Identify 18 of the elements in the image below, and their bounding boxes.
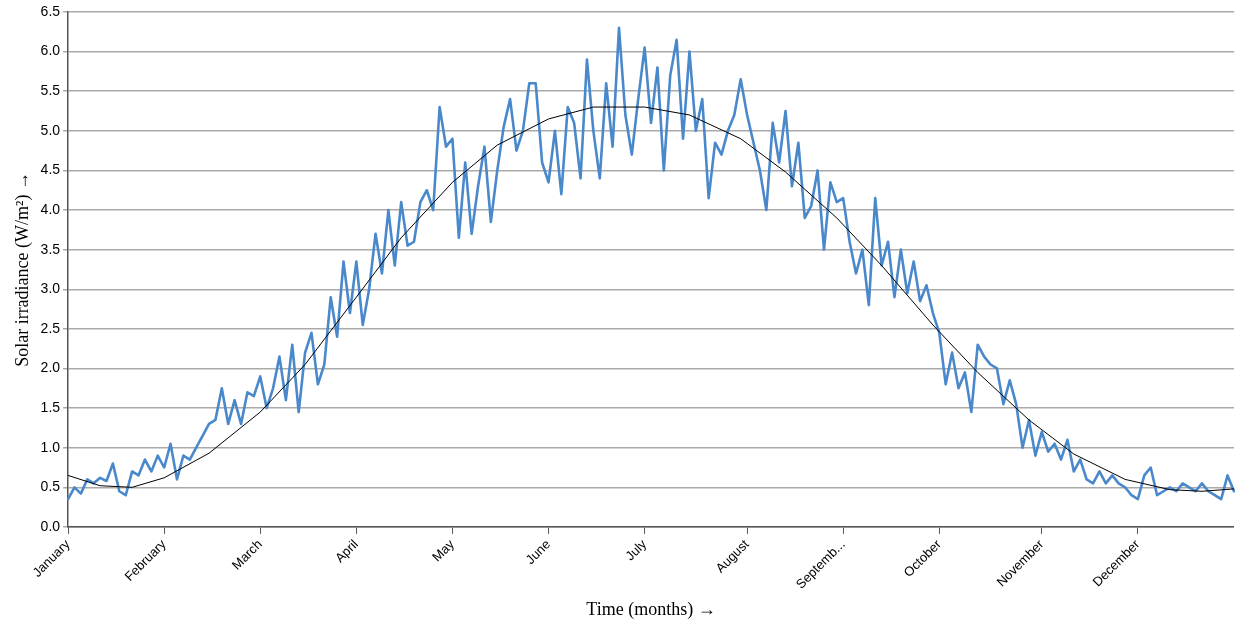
x-tick-label: May (429, 536, 458, 565)
x-axis-title: Time (months) → (586, 598, 716, 620)
y-tick-label: 2.5 (40, 319, 61, 336)
y-tick-label: 1.0 (40, 438, 61, 455)
y-tick-label: 4.5 (40, 161, 61, 178)
y-tick-label: 6.5 (40, 2, 61, 19)
y-tick-label: 0.5 (40, 478, 61, 495)
y-axis-title: Solar irradiance (W/m²) → (11, 172, 33, 367)
y-tick-label: 1.5 (40, 398, 61, 415)
y-tick-label: 3.5 (40, 240, 61, 257)
y-tick-label: 4.0 (40, 200, 61, 217)
x-tick-label: July (622, 536, 650, 564)
y-tick-label: 6.0 (40, 42, 61, 59)
y-tick-label: 0.0 (40, 517, 61, 534)
y-tick-label: 2.0 (40, 359, 61, 376)
y-tick-label: 5.5 (40, 82, 61, 99)
y-tick-label: 5.0 (40, 121, 61, 138)
y-tick-label: 3.0 (40, 280, 61, 297)
